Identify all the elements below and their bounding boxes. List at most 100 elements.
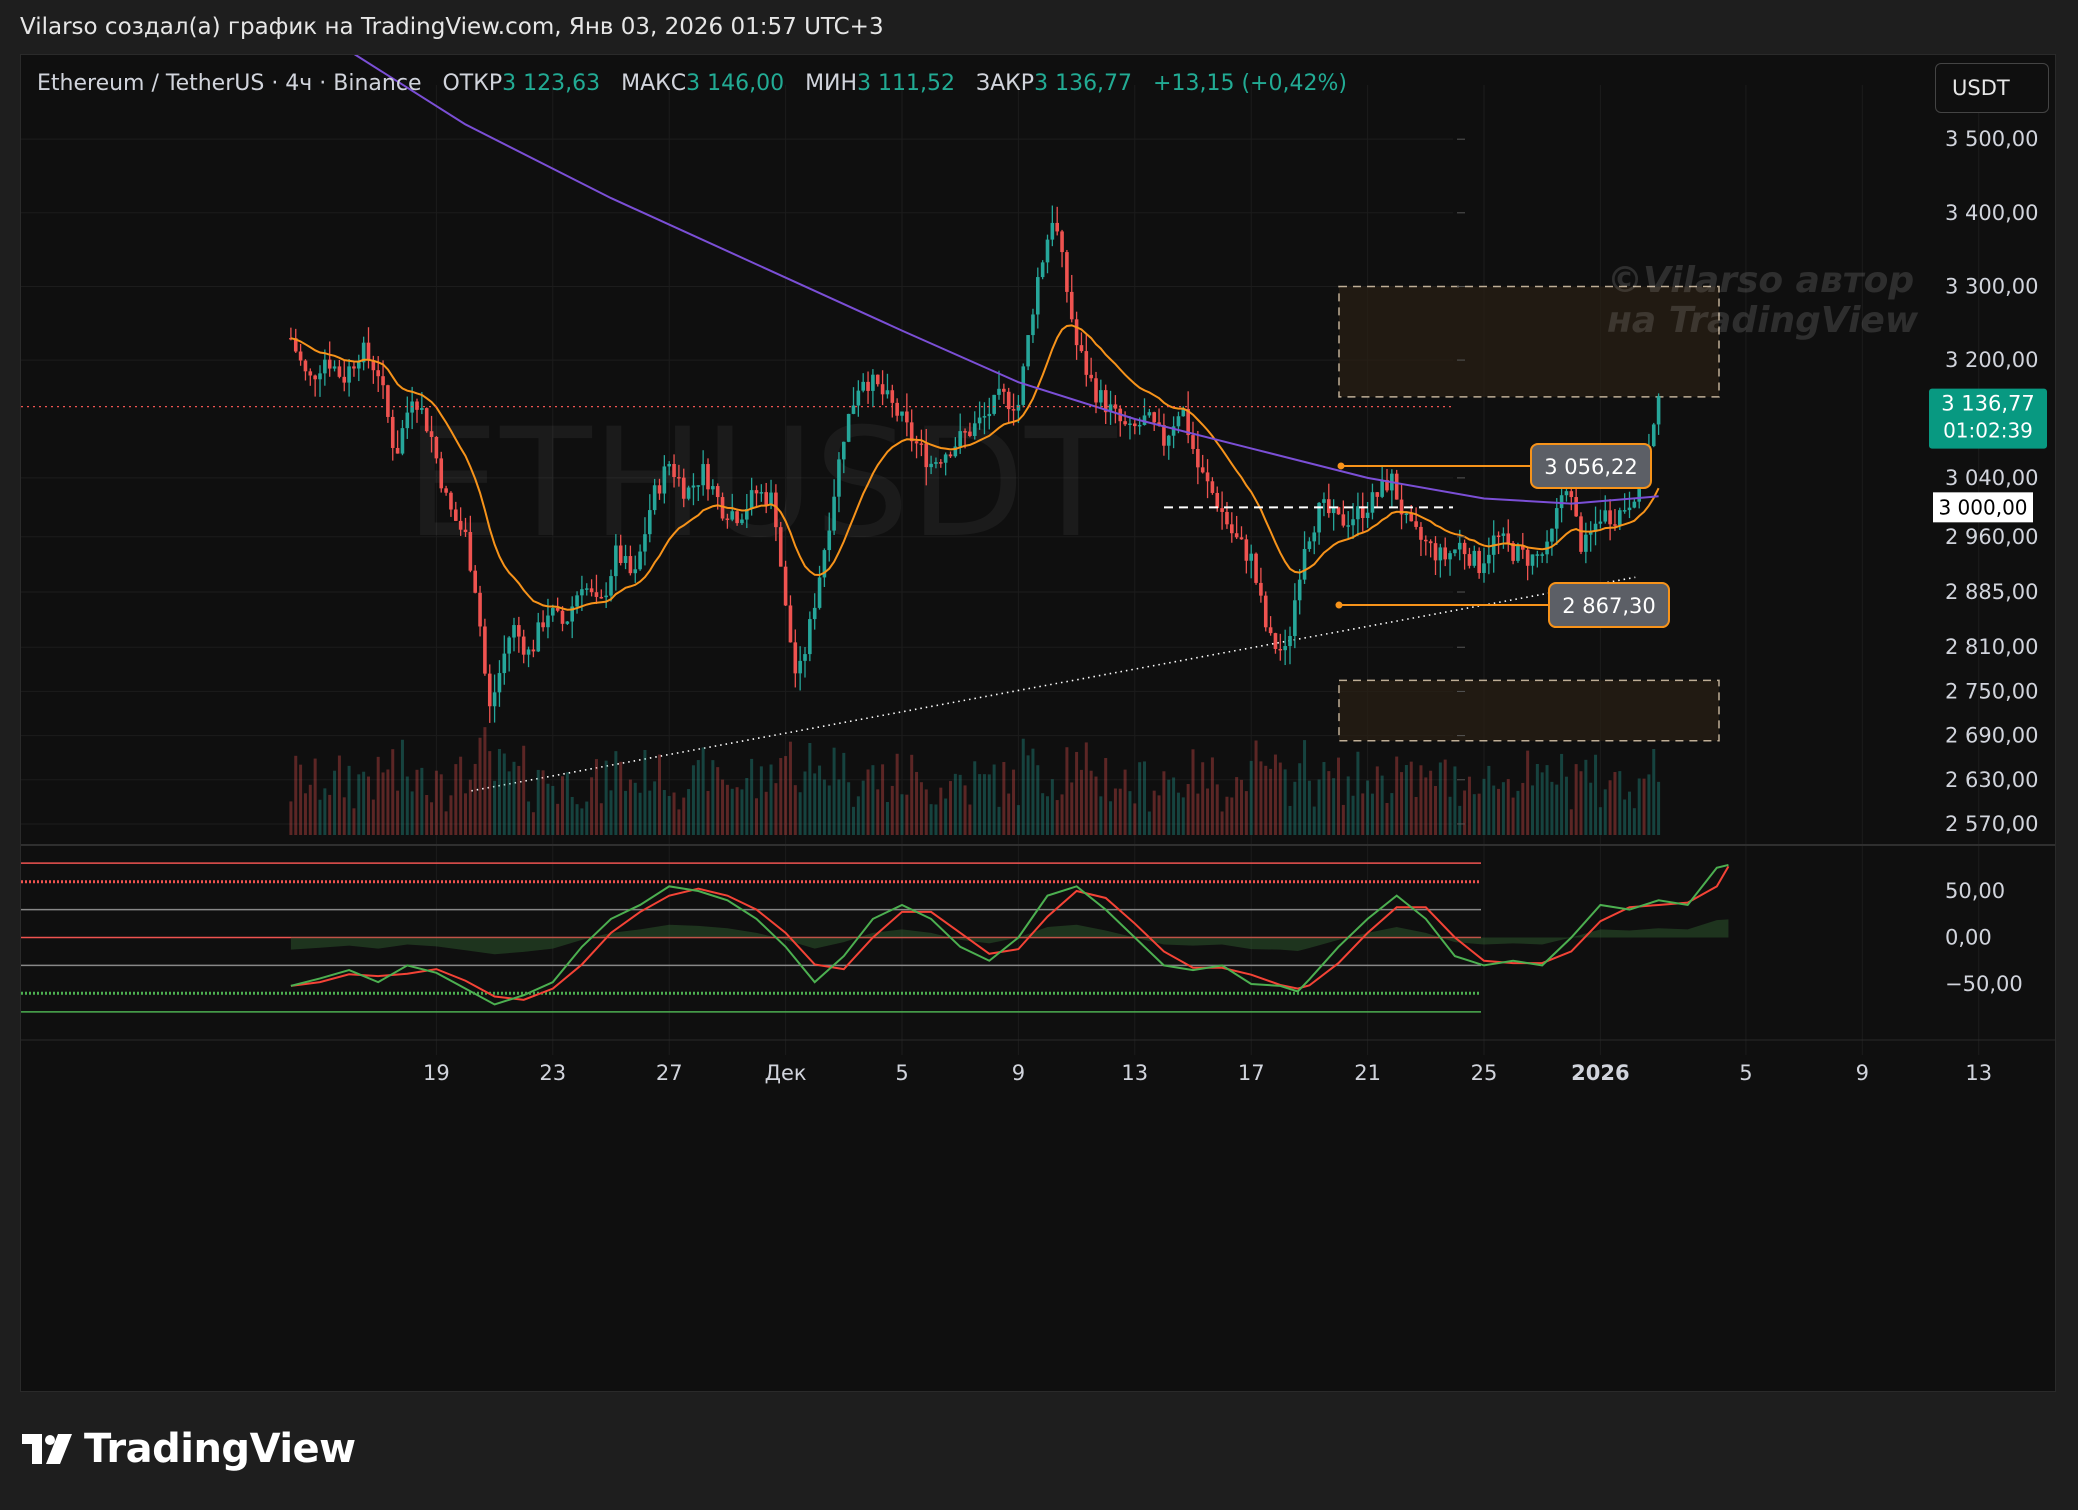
volume-bar [430, 802, 434, 835]
candle-body [1225, 511, 1229, 525]
candle-body [293, 338, 298, 352]
volume-bar [352, 808, 356, 835]
candle-body [1191, 435, 1195, 449]
candle-body [837, 459, 841, 497]
volume-bar [1448, 796, 1452, 835]
candle-body [1443, 547, 1447, 560]
volume-bar [1143, 761, 1146, 835]
volume-bar [774, 783, 778, 835]
level-3000-badge [1933, 492, 2033, 523]
volume-bar [716, 767, 720, 835]
candle-body [875, 374, 880, 385]
volume-bar [367, 776, 370, 835]
candle-body [483, 626, 487, 674]
volume-bar [1594, 754, 1598, 835]
volume-bar [522, 745, 526, 835]
callout-dot [1335, 601, 1343, 609]
candle-body [298, 351, 303, 361]
price-tick-label: 2 960,00 [1945, 525, 2039, 549]
volume-bar [493, 780, 497, 835]
candle-body [735, 511, 739, 524]
candle-body [1016, 404, 1021, 411]
candle-body [1293, 600, 1297, 636]
candle-body [793, 642, 798, 674]
volume-bar [619, 761, 623, 835]
volume-bar [580, 808, 584, 835]
stochastic-k-line [290, 863, 1729, 1006]
callout-dot [1337, 462, 1345, 470]
callout-box [1548, 582, 1670, 629]
volume-bar [459, 756, 463, 835]
candle-body [357, 362, 361, 369]
volume-bar [396, 790, 400, 835]
candle-body [395, 447, 400, 454]
tradingview-logo[interactable]: TradingView [22, 1426, 356, 1472]
volume-bar [1618, 771, 1622, 835]
volume-bar [1327, 771, 1331, 835]
volume-bar [371, 799, 375, 835]
volume-bar [759, 766, 763, 835]
candle-body [439, 458, 444, 489]
candle-body [454, 509, 458, 521]
close-value: 3 136,77 [1034, 71, 1133, 96]
candle-body [1045, 239, 1050, 263]
candle-body [1026, 335, 1030, 367]
volume-bar [439, 774, 443, 835]
volume-bar [1511, 797, 1515, 835]
candle-body [1336, 507, 1341, 515]
volume-bar [570, 796, 574, 835]
time-tick-label: 13 [1965, 1061, 1992, 1085]
volume-bar [633, 782, 637, 835]
volume-bar [1657, 781, 1661, 835]
volume-bar [1240, 779, 1243, 835]
volume-bar [818, 765, 822, 835]
candle-body [1011, 409, 1016, 411]
volume-bar [308, 784, 312, 835]
candle-body [337, 366, 342, 377]
candle-body [1482, 563, 1486, 574]
candle-body [812, 607, 817, 620]
candle-body [900, 411, 904, 416]
volume-bar [1118, 788, 1122, 835]
candle-body [890, 390, 895, 403]
time-tick-label: 25 [1471, 1061, 1498, 1085]
candle-body [696, 485, 701, 487]
symbol-watermark: ETHUSDT [405, 397, 1118, 571]
volume-bar [1472, 794, 1476, 835]
chart-panel[interactable]: ETHUSDT 3 056,22 2 867,30 3 500,00 3 400,00 3… [20, 54, 2056, 1392]
candle-body [546, 615, 550, 628]
volume-bar [973, 761, 977, 835]
volume-bar [1230, 797, 1234, 835]
volume-bar [1288, 805, 1292, 835]
candle-body [1055, 222, 1059, 232]
candle-body [308, 371, 313, 376]
candle-body [1263, 595, 1268, 628]
low-label: МИН [805, 71, 858, 96]
volume-bar [1482, 778, 1486, 835]
candle-body [706, 464, 710, 490]
volume-bar [691, 765, 695, 835]
symbol-name[interactable]: Ethereum / TetherUS · 4ч · Binance [37, 71, 422, 96]
candle-body [1603, 510, 1608, 522]
volume-bar [628, 779, 632, 835]
candle-body [366, 342, 371, 361]
candle-body [604, 595, 608, 598]
candle-body [643, 534, 647, 552]
volume-bar [1458, 805, 1462, 835]
candle-body [1147, 412, 1152, 416]
volume-bar [1453, 766, 1457, 835]
volume-bar [832, 747, 836, 835]
volume-bar [1012, 769, 1016, 835]
volume-bar [1303, 740, 1307, 835]
volume-bar [624, 790, 628, 835]
volume-bar [885, 802, 889, 835]
volume-bar [391, 749, 395, 835]
price-chart[interactable]: ETHUSDT 3 056,222 867,303 500,003 400,003… [21, 55, 2055, 1391]
candle-body [924, 443, 929, 468]
candle-body [745, 509, 749, 520]
candle-body [1234, 533, 1239, 538]
volume-bar [517, 765, 521, 835]
currency-button[interactable]: USDT [1935, 63, 2049, 113]
candle-body [1433, 543, 1438, 561]
volume-bar [1370, 793, 1374, 835]
